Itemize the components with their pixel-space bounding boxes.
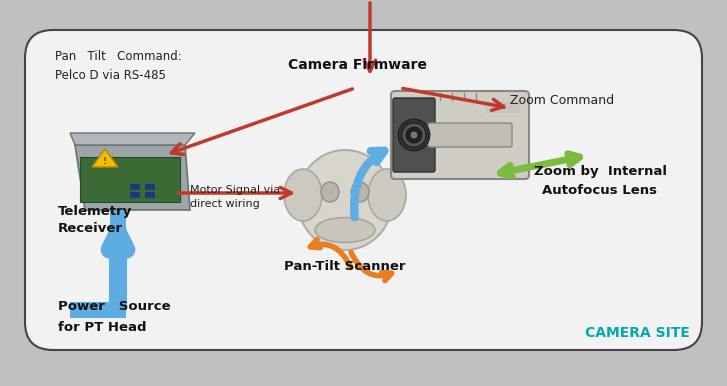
Bar: [110, 210, 126, 310]
Ellipse shape: [284, 169, 322, 221]
Bar: [130, 192, 140, 198]
Ellipse shape: [368, 169, 406, 221]
Text: Telemetry
Receiver: Telemetry Receiver: [58, 205, 132, 235]
Text: Zoom Command: Zoom Command: [510, 93, 614, 107]
Bar: [145, 192, 155, 198]
Ellipse shape: [315, 217, 375, 242]
Bar: [70, 303, 125, 316]
Ellipse shape: [351, 182, 369, 202]
FancyBboxPatch shape: [393, 98, 435, 172]
Bar: [130, 184, 140, 190]
Circle shape: [402, 123, 426, 147]
Polygon shape: [92, 149, 118, 167]
Text: Zoom by  Internal
Autofocus Lens: Zoom by Internal Autofocus Lens: [534, 165, 667, 197]
Ellipse shape: [321, 182, 339, 202]
Polygon shape: [70, 133, 195, 145]
Text: Pan   Tilt   Command:
Pelco D via RS-485: Pan Tilt Command: Pelco D via RS-485: [55, 50, 182, 82]
FancyBboxPatch shape: [428, 123, 512, 147]
Circle shape: [410, 131, 418, 139]
Polygon shape: [75, 145, 190, 210]
Text: Camera Firmware: Camera Firmware: [289, 58, 427, 72]
Circle shape: [406, 127, 422, 143]
Text: !: !: [103, 156, 107, 166]
Circle shape: [398, 119, 430, 151]
Text: LG: LG: [497, 104, 507, 110]
Text: Motor Signal via
direct wiring: Motor Signal via direct wiring: [190, 185, 280, 209]
FancyBboxPatch shape: [80, 157, 180, 202]
Bar: [145, 184, 155, 190]
Text: Power   Source
for PT Head: Power Source for PT Head: [58, 300, 171, 334]
Text: CAMERA SITE: CAMERA SITE: [585, 326, 690, 340]
Text: Pan-Tilt Scanner: Pan-Tilt Scanner: [284, 260, 406, 273]
FancyBboxPatch shape: [391, 91, 529, 179]
FancyBboxPatch shape: [25, 30, 702, 350]
Ellipse shape: [297, 150, 393, 250]
Bar: [70, 302, 126, 318]
Bar: [485, 101, 520, 113]
